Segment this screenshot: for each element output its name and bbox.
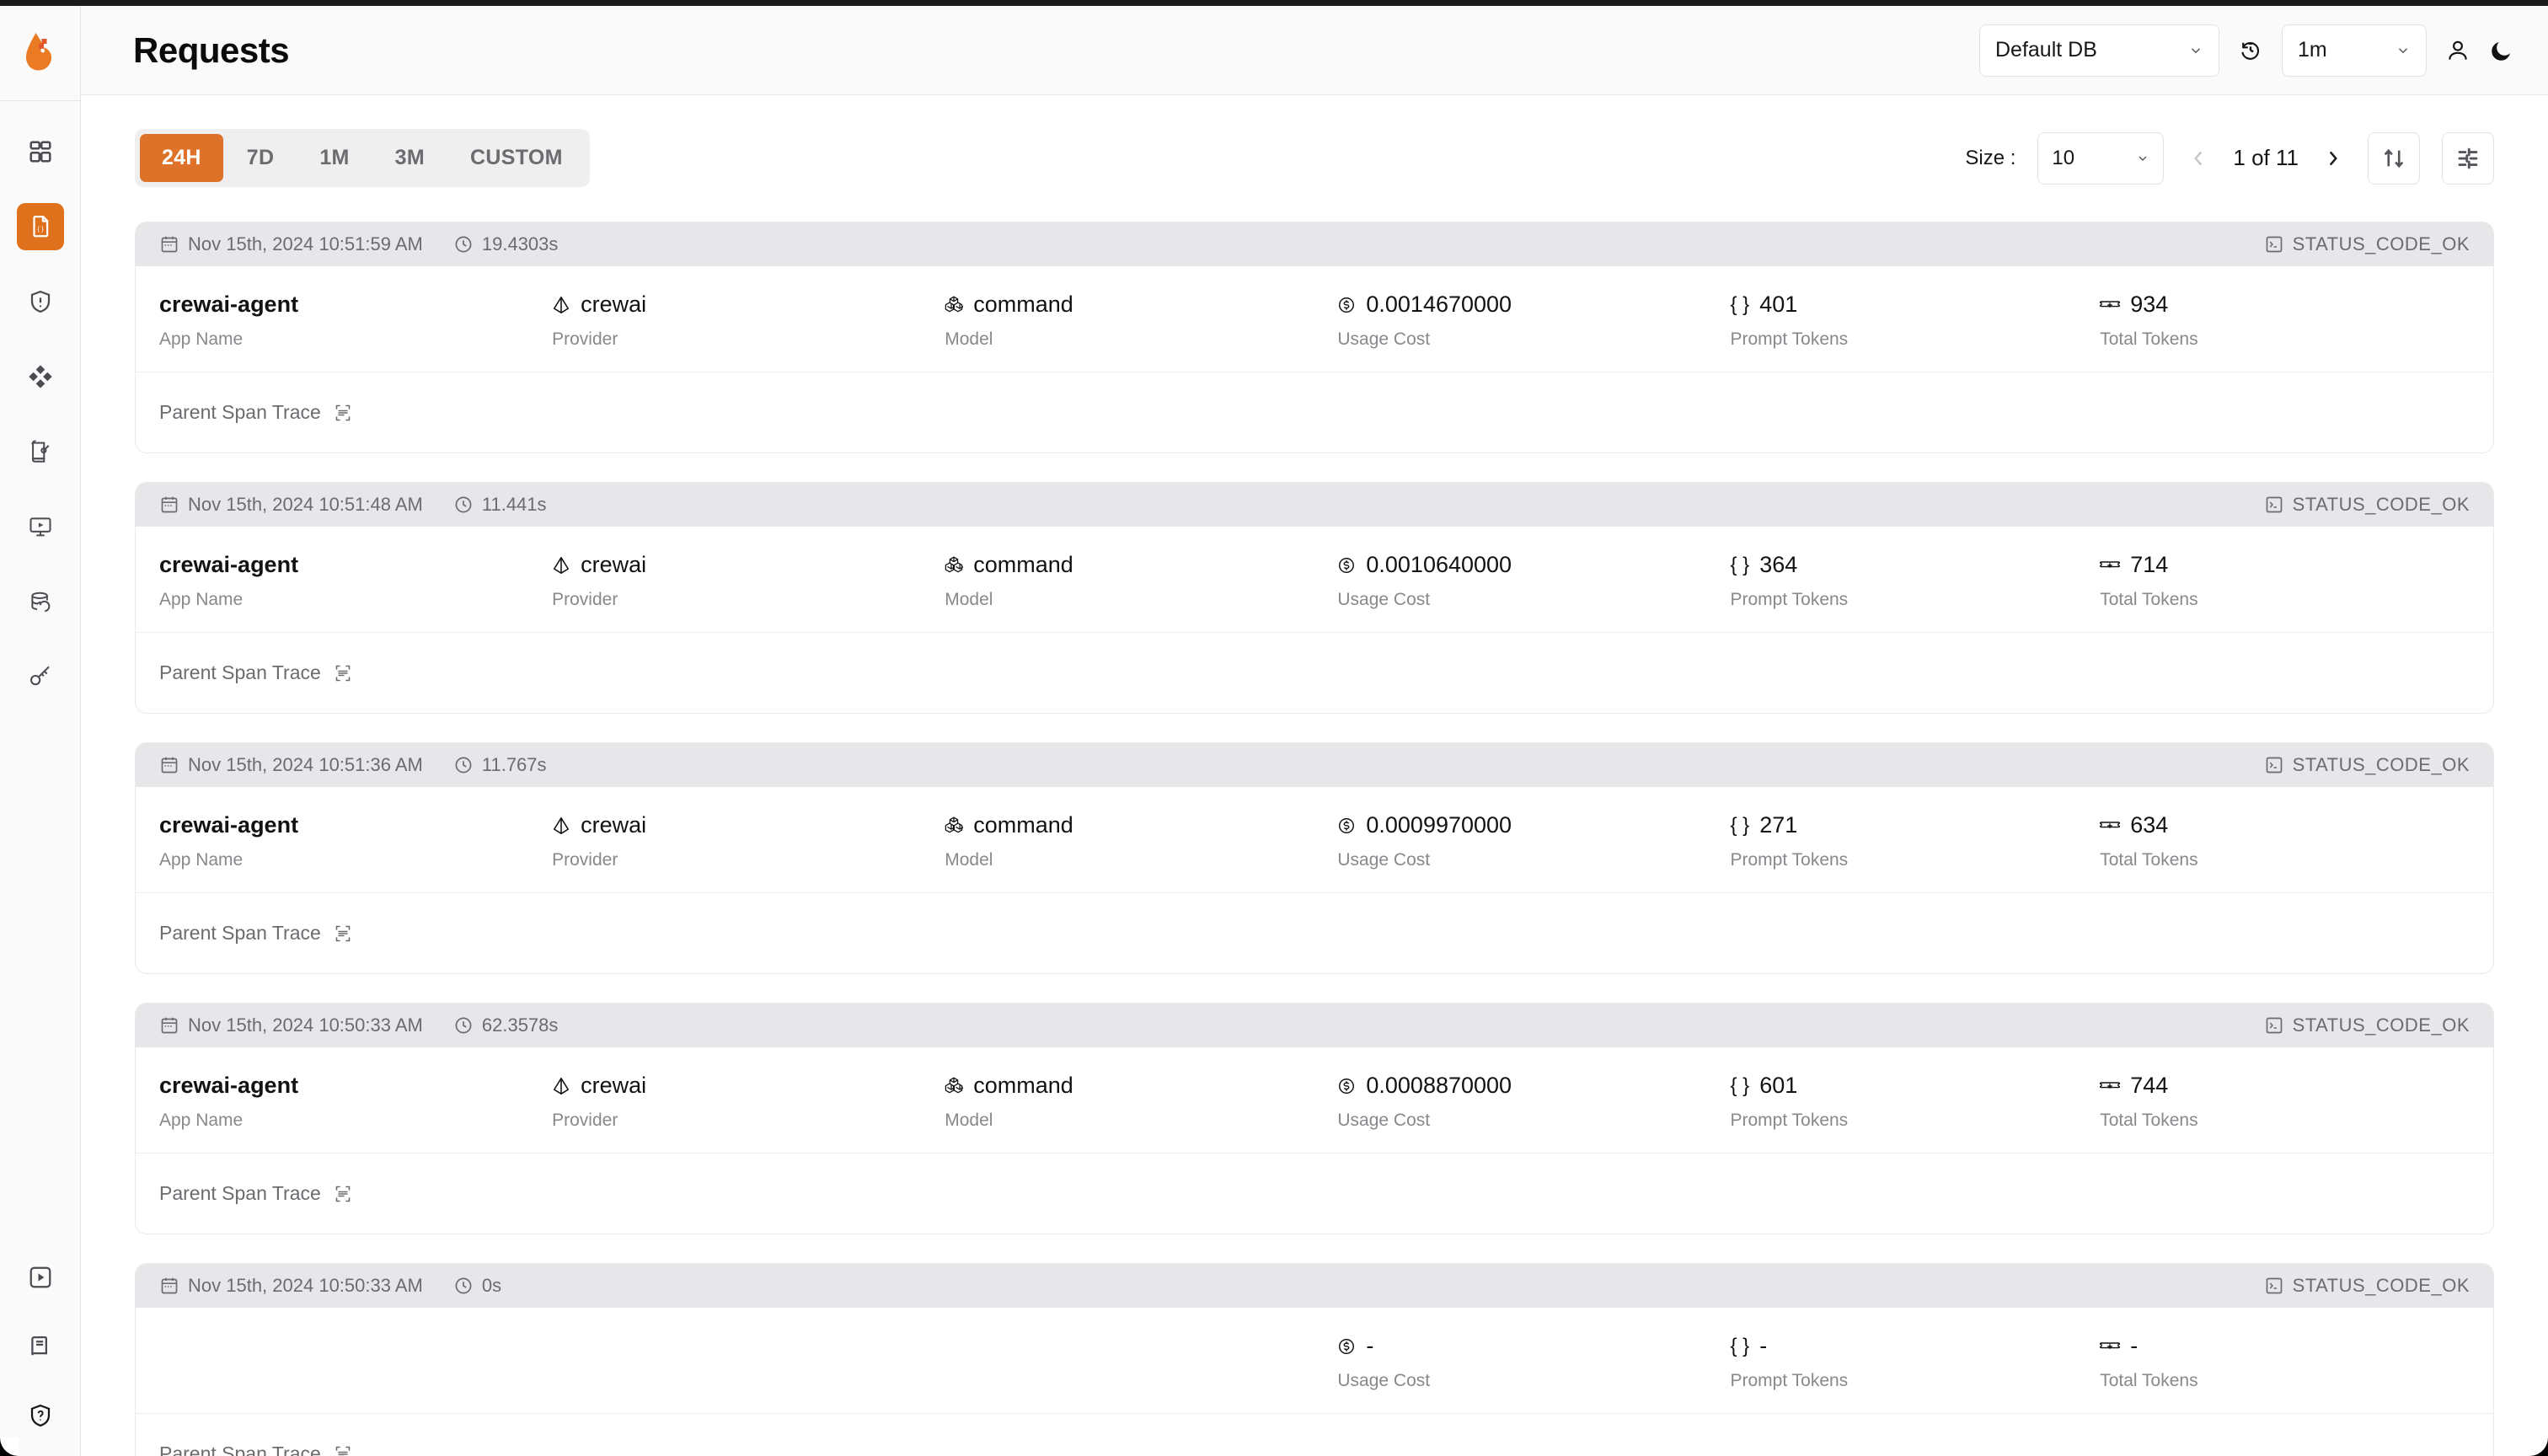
svg-text:{ }: { } xyxy=(37,225,44,233)
